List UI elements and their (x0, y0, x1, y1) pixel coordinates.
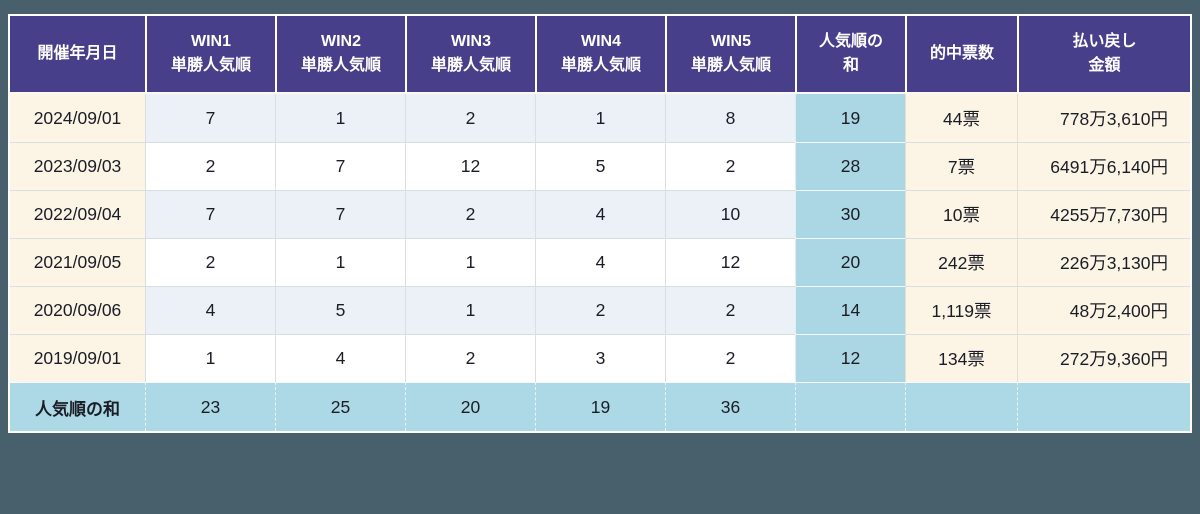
cell-win5: 2 (665, 142, 795, 190)
cell-win4: 5 (535, 142, 665, 190)
cell-win5: 12 (665, 238, 795, 286)
win5-payout-table: 開催年月日 WIN1 単勝人気順 WIN2 単勝人気順 WIN3 単勝人気順 WIN4… (10, 16, 1190, 431)
cell-payout: 6491万6,140円 (1017, 142, 1190, 190)
cell-votes: 10票 (905, 190, 1017, 238)
footer-label: 人気順の和 (10, 382, 145, 431)
cell-sum: 19 (795, 94, 905, 142)
header-sum: 人気順の和 (795, 16, 905, 94)
cell-win1: 4 (145, 286, 275, 334)
cell-payout: 272万9,360円 (1017, 334, 1190, 382)
payout-table-card: 開催年月日 WIN1 単勝人気順 WIN2 単勝人気順 WIN3 単勝人気順 WIN4… (8, 14, 1192, 433)
cell-win5: 8 (665, 94, 795, 142)
cell-win3: 1 (405, 286, 535, 334)
footer-sum-empty (795, 382, 905, 431)
table-row: 2020/09/06 4 5 1 2 2 14 1,119票 48万2,400円 (10, 286, 1190, 334)
cell-date: 2023/09/03 (10, 142, 145, 190)
footer-win3: 20 (405, 382, 535, 431)
cell-payout: 48万2,400円 (1017, 286, 1190, 334)
footer-win5: 36 (665, 382, 795, 431)
cell-win2: 7 (275, 142, 405, 190)
header-win3: WIN3 単勝人気順 (405, 16, 535, 94)
cell-win3: 12 (405, 142, 535, 190)
header-row: 開催年月日 WIN1 単勝人気順 WIN2 単勝人気順 WIN3 単勝人気順 WIN4… (10, 16, 1190, 94)
cell-win5: 10 (665, 190, 795, 238)
cell-date: 2021/09/05 (10, 238, 145, 286)
cell-win2: 1 (275, 238, 405, 286)
cell-win2: 5 (275, 286, 405, 334)
header-win4: WIN4 単勝人気順 (535, 16, 665, 94)
cell-win5: 2 (665, 286, 795, 334)
cell-votes: 7票 (905, 142, 1017, 190)
footer-row: 人気順の和 23 25 20 19 36 (10, 382, 1190, 431)
footer-payout-empty (1017, 382, 1190, 431)
cell-win2: 4 (275, 334, 405, 382)
header-date: 開催年月日 (10, 16, 145, 94)
cell-date: 2024/09/01 (10, 94, 145, 142)
cell-win3: 2 (405, 334, 535, 382)
cell-win1: 2 (145, 142, 275, 190)
cell-sum: 14 (795, 286, 905, 334)
cell-payout: 226万3,130円 (1017, 238, 1190, 286)
cell-win4: 2 (535, 286, 665, 334)
cell-win1: 2 (145, 238, 275, 286)
cell-sum: 20 (795, 238, 905, 286)
footer-win2: 25 (275, 382, 405, 431)
cell-votes: 242票 (905, 238, 1017, 286)
cell-win3: 2 (405, 94, 535, 142)
cell-win1: 1 (145, 334, 275, 382)
cell-win3: 2 (405, 190, 535, 238)
table-row: 2021/09/05 2 1 1 4 12 20 242票 226万3,130円 (10, 238, 1190, 286)
cell-date: 2022/09/04 (10, 190, 145, 238)
cell-payout: 778万3,610円 (1017, 94, 1190, 142)
footer-win1: 23 (145, 382, 275, 431)
cell-votes: 1,119票 (905, 286, 1017, 334)
header-payout: 払い戻し 金額 (1017, 16, 1190, 94)
cell-win2: 7 (275, 190, 405, 238)
header-win5: WIN5 単勝人気順 (665, 16, 795, 94)
header-win2: WIN2 単勝人気順 (275, 16, 405, 94)
cell-date: 2020/09/06 (10, 286, 145, 334)
cell-votes: 134票 (905, 334, 1017, 382)
table-row: 2019/09/01 1 4 2 3 2 12 134票 272万9,360円 (10, 334, 1190, 382)
cell-win4: 4 (535, 238, 665, 286)
footer-votes-empty (905, 382, 1017, 431)
cell-votes: 44票 (905, 94, 1017, 142)
cell-win2: 1 (275, 94, 405, 142)
header-win1: WIN1 単勝人気順 (145, 16, 275, 94)
cell-win5: 2 (665, 334, 795, 382)
table-row: 2022/09/04 7 7 2 4 10 30 10票 4255万7,730円 (10, 190, 1190, 238)
cell-win3: 1 (405, 238, 535, 286)
cell-win4: 3 (535, 334, 665, 382)
footer-win4: 19 (535, 382, 665, 431)
cell-date: 2019/09/01 (10, 334, 145, 382)
cell-sum: 12 (795, 334, 905, 382)
table-row: 2024/09/01 7 1 2 1 8 19 44票 778万3,610円 (10, 94, 1190, 142)
cell-sum: 28 (795, 142, 905, 190)
cell-win4: 4 (535, 190, 665, 238)
header-votes: 的中票数 (905, 16, 1017, 94)
cell-win1: 7 (145, 190, 275, 238)
cell-payout: 4255万7,730円 (1017, 190, 1190, 238)
cell-sum: 30 (795, 190, 905, 238)
table-row: 2023/09/03 2 7 12 5 2 28 7票 6491万6,140円 (10, 142, 1190, 190)
cell-win1: 7 (145, 94, 275, 142)
cell-win4: 1 (535, 94, 665, 142)
